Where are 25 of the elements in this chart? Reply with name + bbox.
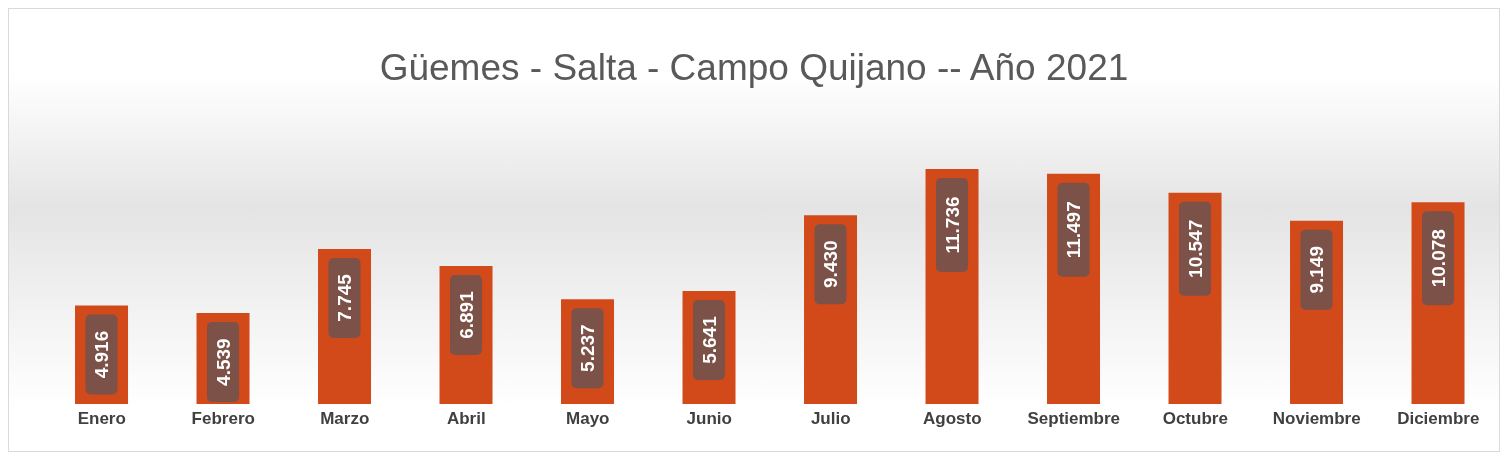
x-tick-label: Abril [446, 409, 486, 429]
x-tick-label: Octubre [1162, 409, 1228, 429]
x-tick-label: Agosto [922, 409, 982, 429]
x-tick-label: Marzo [320, 409, 370, 429]
data-label: 4.916 [91, 330, 113, 379]
x-tick-label: Junio [686, 409, 732, 429]
data-label: 9.430 [820, 240, 842, 288]
data-label: 5.237 [577, 324, 599, 372]
data-label: 7.745 [334, 273, 356, 322]
x-tick-label: Septiembre [1027, 409, 1121, 429]
x-tick-label: Diciembre [1397, 409, 1480, 429]
data-label: 10.547 [1184, 219, 1206, 278]
data-label: 10.078 [1427, 229, 1449, 288]
data-label: 5.641 [698, 315, 720, 364]
chart-title: Güemes - Salta - Campo Quijano -- Año 2021 [378, 47, 1130, 89]
data-label: 4.539 [212, 338, 234, 386]
x-tick-label: Febrero [191, 409, 255, 429]
x-tick-label: Noviembre [1272, 409, 1361, 429]
x-tick-label: Mayo [566, 409, 610, 429]
data-label: 11.497 [1063, 201, 1085, 259]
data-label: 11.736 [941, 196, 963, 254]
data-label: 9.149 [1306, 246, 1328, 294]
data-label: 6.891 [455, 290, 477, 339]
x-tick-label: Julio [810, 409, 851, 429]
x-tick-label: Enero [77, 409, 126, 429]
